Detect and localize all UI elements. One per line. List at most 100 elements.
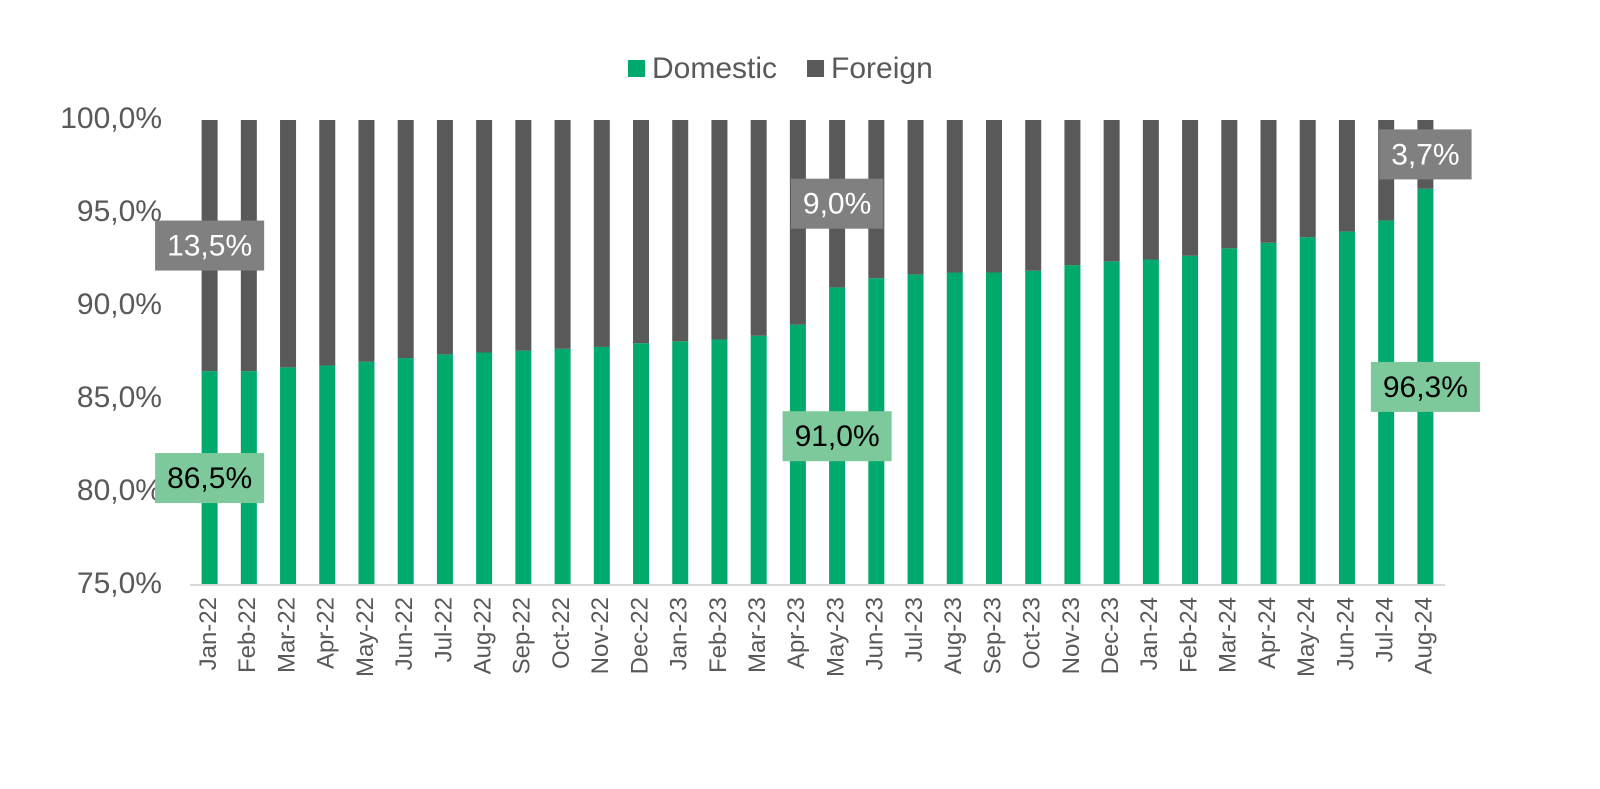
x-tick-label: Sep-22 xyxy=(509,597,536,674)
x-tick-label: Aug-22 xyxy=(469,597,496,674)
data-label: 96,3% xyxy=(1370,361,1480,412)
bar-segment xyxy=(515,350,532,585)
bar-segment xyxy=(750,335,767,585)
bar-segment xyxy=(319,365,336,585)
bar-segment xyxy=(985,272,1002,585)
x-tick-label: Jul-23 xyxy=(901,597,928,662)
x-tick-label: Apr-22 xyxy=(313,597,340,669)
data-label-text: 86,5% xyxy=(167,462,252,495)
data-label-text: 9,0% xyxy=(803,188,871,221)
x-tick-label: Jul-24 xyxy=(1372,597,1399,662)
x-tick-label: Apr-23 xyxy=(783,597,810,669)
data-label-text: 91,0% xyxy=(795,420,880,453)
x-tick-label: Jun-24 xyxy=(1332,597,1359,670)
bar-segment xyxy=(515,120,532,351)
bar-segment xyxy=(907,274,924,585)
y-tick-label: 95,0% xyxy=(77,195,162,228)
y-tick-label: 85,0% xyxy=(77,381,162,414)
bars xyxy=(201,120,1434,585)
bar-segment xyxy=(750,120,767,336)
x-tick-label: May-23 xyxy=(822,597,849,677)
x-tick-label: May-22 xyxy=(352,597,379,677)
y-tick-label: 100,0% xyxy=(60,102,162,135)
bar-segment xyxy=(1064,120,1081,266)
x-tick-label: Mar-24 xyxy=(1215,597,1242,673)
x-tick-label: Feb-23 xyxy=(705,597,732,673)
bar-segment xyxy=(1260,120,1277,243)
legend-label: Foreign xyxy=(831,52,933,85)
x-tick-label: Jan-23 xyxy=(666,597,693,670)
bar-segment xyxy=(1142,259,1159,585)
bar-segment xyxy=(593,346,610,585)
bar-segment xyxy=(672,341,689,585)
bar-segment xyxy=(907,120,924,275)
bar-segment xyxy=(1025,120,1042,271)
bar-segment xyxy=(1299,237,1316,585)
x-tick-label: Mar-22 xyxy=(273,597,300,673)
data-label: 86,5% xyxy=(155,453,265,504)
bar-segment xyxy=(397,358,414,585)
x-tick-label: Jun-22 xyxy=(391,597,418,670)
legend-swatch xyxy=(628,60,645,77)
bar-segment xyxy=(397,120,414,359)
bar-segment xyxy=(672,120,689,342)
data-label-text: 13,5% xyxy=(167,229,252,262)
bar-segment xyxy=(436,354,453,585)
bar-segment xyxy=(1182,255,1199,585)
bar-segment xyxy=(1221,248,1238,585)
bar-segment xyxy=(1064,265,1081,585)
bar-segment xyxy=(1103,120,1120,262)
bar-segment xyxy=(946,272,963,585)
bar-segment xyxy=(476,352,493,585)
bar-segment xyxy=(1182,120,1199,256)
data-label: 91,0% xyxy=(782,411,892,462)
data-label-box xyxy=(1370,361,1480,412)
data-label-box xyxy=(790,178,884,229)
data-label: 3,7% xyxy=(1379,129,1472,180)
data-label: 13,5% xyxy=(155,220,265,271)
y-tick-label: 90,0% xyxy=(77,288,162,321)
bar-segment xyxy=(1299,120,1316,238)
x-tick-label: Feb-22 xyxy=(234,597,261,673)
x-tick-label: Oct-22 xyxy=(548,597,575,669)
bar-segment xyxy=(358,361,375,585)
bar-segment xyxy=(1260,242,1277,585)
bar-segment xyxy=(711,339,728,585)
bar-segment xyxy=(946,120,963,273)
x-tick-label: Dec-23 xyxy=(1097,597,1124,674)
bar-segment xyxy=(358,120,375,362)
data-label: 9,0% xyxy=(790,178,884,229)
x-tick-label: Nov-23 xyxy=(1058,597,1085,674)
y-tick-label: 80,0% xyxy=(77,474,162,507)
bar-segment xyxy=(1338,231,1355,585)
bar-segment xyxy=(554,348,571,585)
bar-segment xyxy=(436,120,453,355)
data-label-text: 3,7% xyxy=(1391,138,1459,171)
data-label-box xyxy=(782,411,892,462)
legend-swatch xyxy=(807,60,825,77)
bar-segment xyxy=(985,120,1002,273)
legend: Domestic Foreign xyxy=(628,52,933,85)
x-tick-label: Mar-23 xyxy=(744,597,771,673)
data-label-box xyxy=(155,453,265,504)
data-label-text: 96,3% xyxy=(1383,371,1468,404)
x-tick-label: Jul-22 xyxy=(430,597,457,662)
bar-segment xyxy=(1142,120,1159,260)
bar-segment xyxy=(633,343,650,585)
bar-segment xyxy=(1103,261,1120,585)
x-tick-label: Oct-23 xyxy=(1019,597,1046,669)
x-tick-label: Apr-24 xyxy=(1254,597,1281,669)
x-tick-label: Dec-22 xyxy=(626,597,653,674)
x-tick-label: Nov-22 xyxy=(587,597,614,674)
legend-label: Domestic xyxy=(652,52,777,85)
data-label-box xyxy=(155,220,265,271)
bar-segment xyxy=(593,120,610,347)
bar-segment xyxy=(280,120,297,368)
x-tick-label: Sep-23 xyxy=(979,597,1006,674)
x-tick-label: Aug-23 xyxy=(940,597,967,674)
y-tick-label: 75,0% xyxy=(77,567,162,600)
bar-segment xyxy=(633,120,650,344)
bar-segment xyxy=(1025,270,1042,585)
bar-segment xyxy=(711,120,728,340)
